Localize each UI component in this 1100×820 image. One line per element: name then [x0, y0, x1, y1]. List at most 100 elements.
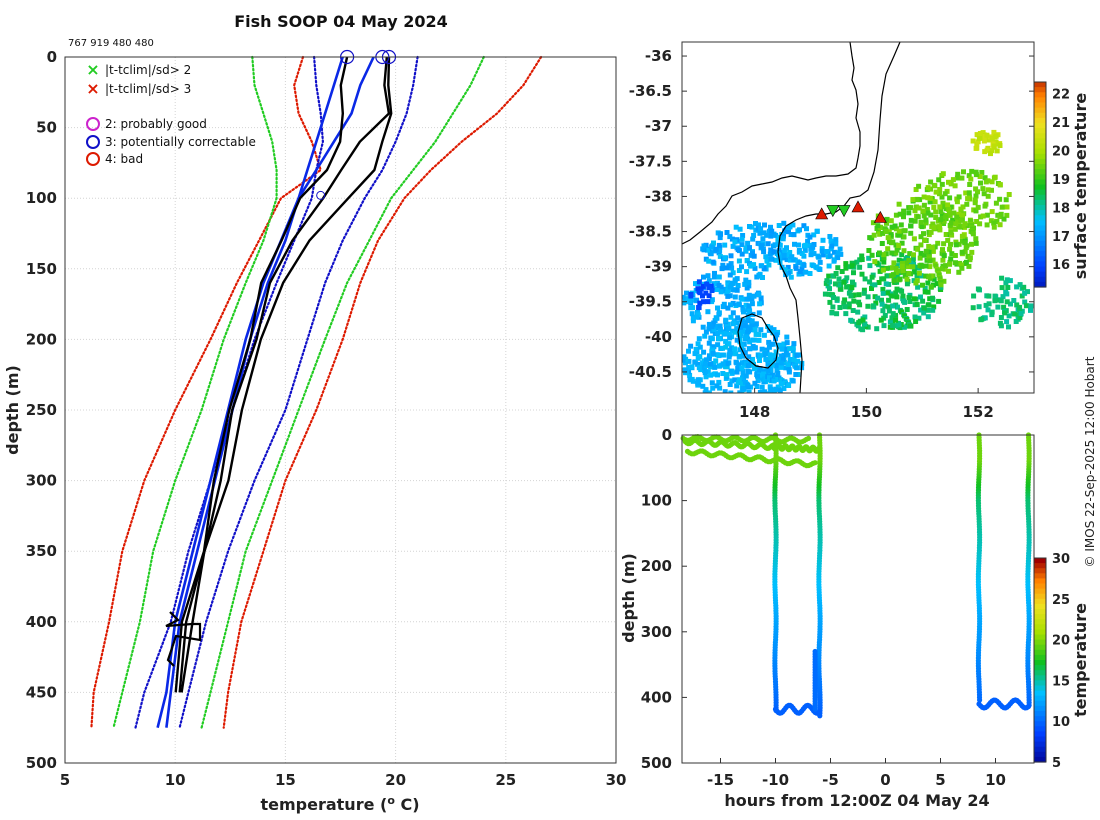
sst-pixel [709, 288, 715, 293]
sst-pixel [926, 249, 932, 255]
sst-pixel [709, 244, 715, 250]
sst-pixel [966, 263, 972, 269]
sst-pixel [989, 309, 995, 315]
sst-pixel [925, 307, 931, 313]
sst-pixel [717, 385, 723, 391]
sst-pixel [765, 241, 771, 247]
sst-pixel [882, 303, 888, 309]
sst-pixel [901, 228, 907, 234]
sst-pixel [936, 177, 942, 183]
legend-entry-label: |t-tclim|/sd> 3 [105, 82, 191, 96]
coastline-shelf [777, 42, 901, 393]
sst-colorbar-segment [1034, 107, 1046, 114]
sst-pixel [814, 228, 820, 234]
sst-pixel [925, 302, 931, 308]
sst-pixel [702, 361, 708, 367]
sst-pixel [722, 286, 728, 292]
profile-y-tick-label: 50 [36, 119, 57, 137]
sst-pixel [712, 364, 718, 370]
sst-pixel [741, 341, 747, 347]
sst-pixel [871, 232, 877, 238]
time-plot-area [682, 435, 1034, 763]
sst-pixel [720, 262, 726, 268]
cast-point [977, 697, 983, 703]
sst-pixel [902, 299, 908, 305]
temperature-colorbar-tick: 30 [1052, 552, 1070, 567]
sst-pixel [763, 254, 769, 260]
sst-pixel [778, 381, 784, 387]
sst-pixel [885, 246, 891, 252]
sst-pixel [839, 269, 845, 274]
sst-pixel [889, 224, 895, 230]
sst-pixel [820, 237, 826, 243]
sst-pixel [893, 317, 899, 323]
sst-colorbar-segment [1034, 256, 1046, 262]
sst-pixel [889, 265, 895, 271]
sst-pixel [1000, 294, 1006, 300]
sst-pixel [737, 336, 743, 342]
sst-pixel [747, 260, 752, 266]
sst-pixel [854, 259, 860, 265]
sst-pixel [781, 341, 787, 347]
sst-pixel [720, 361, 726, 367]
sst-pixel [921, 310, 927, 316]
sst-pixel [982, 203, 988, 209]
sst-pixel [757, 301, 763, 307]
sst-pixel [730, 243, 736, 249]
sst-pixel [766, 262, 772, 268]
sst-pixel [899, 252, 905, 258]
sst-pixel [763, 393, 768, 398]
temperature-colorbar: 30 25 20 15 10 5 [1033, 552, 1070, 771]
sst-pixel [705, 309, 711, 315]
map-panel: -36 -36.5 -37 -37.5 -38 -38.5 -39 -39.5 -40 -40.5… [629, 41, 1090, 421]
sst-pixel [904, 307, 910, 312]
temperature-colorbar-tick: 20 [1052, 634, 1070, 649]
temperature-colorbar-segment [1034, 609, 1046, 615]
sst-pixel [986, 293, 992, 299]
sst-pixel [886, 308, 892, 314]
sst-pixel [713, 315, 719, 321]
cast-bottom-point [816, 709, 823, 715]
sst-pixel [790, 378, 796, 384]
temperature-colorbar-segment [1034, 756, 1046, 763]
sst-pixel [1003, 280, 1009, 286]
temperature-colorbar-segment [1034, 660, 1046, 666]
sst-pixel [933, 215, 939, 220]
sst-pixel [998, 298, 1004, 304]
sst-pixel [774, 367, 780, 373]
sst-pixel [1012, 311, 1018, 317]
sst-pixel [879, 297, 884, 303]
sst-pixel [940, 257, 946, 263]
sst-pixel [953, 218, 959, 224]
sst-pixel [925, 314, 931, 320]
sst-pixel [801, 262, 807, 268]
map-lat-tick-label: -39 [645, 258, 672, 276]
sst-pixel [930, 307, 936, 313]
sst-pixel [884, 265, 890, 271]
sst-pixel [897, 211, 903, 217]
sst-pixel [979, 170, 985, 175]
sst-pixel [1022, 290, 1028, 296]
temperature-colorbar-segment [1034, 634, 1046, 641]
sst-pixel [980, 213, 986, 219]
sst-pixel [838, 286, 844, 292]
sst-pixel [856, 320, 862, 326]
sst-pixel [943, 263, 949, 269]
sst-pixel [885, 273, 891, 279]
sst-pixel [959, 233, 965, 239]
sst-pixel [954, 175, 960, 181]
sst-pixel [951, 210, 957, 216]
sst-pixel [766, 344, 772, 350]
sst-pixel [963, 190, 969, 196]
sst-pixel [856, 299, 862, 305]
sst-colorbar-tick: 17 [1052, 230, 1070, 245]
map-lat-tick-label: -38.5 [629, 223, 672, 241]
sst-pixel [833, 241, 839, 247]
sst-colorbar-segment [1034, 261, 1046, 268]
sst-pixel [928, 179, 934, 185]
sst-pixel [877, 268, 883, 274]
sst-pixel [770, 362, 776, 368]
sst-pixel [1006, 192, 1012, 197]
sst-pixel [889, 273, 895, 279]
sst-pixel [756, 332, 762, 338]
